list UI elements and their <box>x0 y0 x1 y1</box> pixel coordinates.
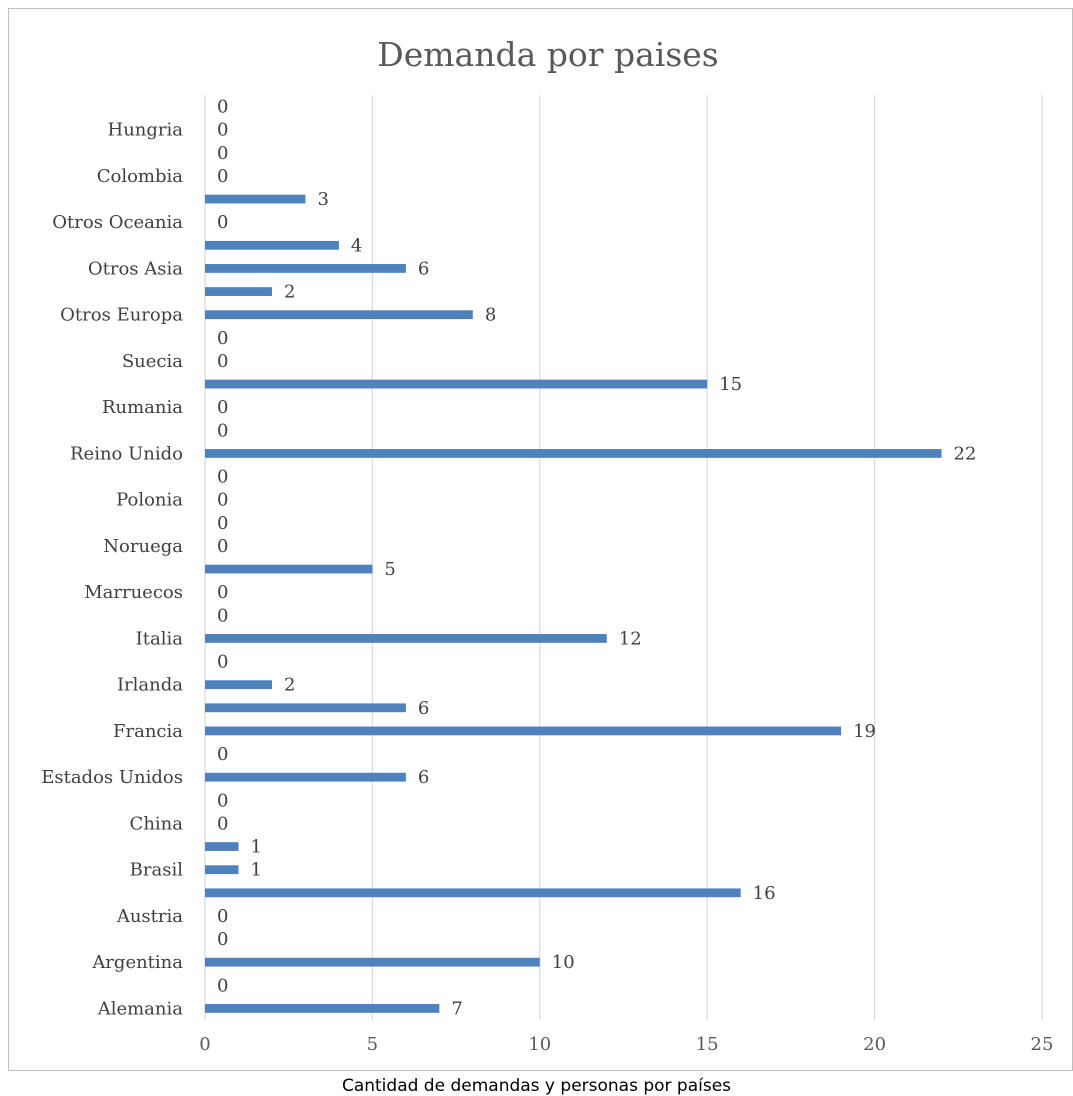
data-label: 0 <box>217 490 228 511</box>
x-tick-label: 5 <box>367 1034 378 1055</box>
data-label: 16 <box>753 883 776 904</box>
bar-chart: Demanda por paises 701000161100601962012… <box>41 35 1053 1055</box>
data-label: 0 <box>217 120 228 141</box>
data-label: 0 <box>217 467 228 488</box>
data-label: 0 <box>217 744 228 765</box>
category-label: Austria <box>116 906 183 927</box>
x-tick-label: 0 <box>199 1034 210 1055</box>
category-label: Argentina <box>91 952 183 973</box>
bar <box>205 287 272 296</box>
category-label: Marruecos <box>84 582 183 603</box>
bar <box>205 310 473 320</box>
category-label: Noruega <box>103 536 183 557</box>
x-tick-label: 10 <box>528 1034 551 1055</box>
x-tick-label: 15 <box>696 1034 719 1055</box>
category-label: Italia <box>136 628 184 649</box>
gridlines <box>204 95 1043 1020</box>
data-label: 8 <box>485 305 496 326</box>
category-label: Polonia <box>116 490 183 511</box>
data-label: 2 <box>284 282 295 303</box>
data-label: 1 <box>250 837 261 858</box>
data-label: 0 <box>217 582 228 603</box>
bar <box>205 772 406 782</box>
data-label: 7 <box>451 998 462 1019</box>
data-labels: 7010001611006019620120050000220015008264… <box>217 97 976 1020</box>
bar <box>205 379 708 389</box>
data-label: 12 <box>619 628 642 649</box>
category-label: Hungria <box>108 120 184 141</box>
bar <box>205 449 942 458</box>
data-label: 22 <box>954 443 977 464</box>
category-label: Reino Unido <box>70 443 183 464</box>
data-label: 0 <box>217 790 228 811</box>
category-label: Alemania <box>97 998 184 1019</box>
data-label: 0 <box>217 652 228 673</box>
data-label: 0 <box>217 143 228 164</box>
chart-title: Demanda por paises <box>377 35 719 74</box>
x-tick-label: 20 <box>863 1034 886 1055</box>
data-label: 0 <box>217 975 228 996</box>
data-label: 15 <box>719 374 742 395</box>
category-label: Suecia <box>122 351 183 372</box>
category-label: Otros Asia <box>88 258 183 279</box>
data-label: 0 <box>217 212 228 233</box>
data-label: 0 <box>217 328 228 349</box>
chart-caption: Cantidad de demandas y personas por país… <box>341 1076 732 1096</box>
data-label: 1 <box>250 860 261 881</box>
bars <box>205 194 942 1013</box>
data-label: 0 <box>217 97 228 118</box>
data-label: 0 <box>217 929 228 950</box>
bar <box>205 1004 440 1013</box>
category-label: Francia <box>113 721 183 742</box>
bar <box>205 240 339 250</box>
bar <box>205 634 607 643</box>
bar <box>205 726 842 736</box>
category-label: Brasil <box>130 860 184 881</box>
bar <box>205 194 306 204</box>
bar <box>205 865 239 875</box>
category-label: Estados Unidos <box>41 767 183 788</box>
data-label: 3 <box>317 189 328 210</box>
bar <box>205 680 272 690</box>
data-label: 0 <box>217 813 228 834</box>
data-label: 6 <box>418 767 429 788</box>
data-label: 6 <box>418 258 429 279</box>
data-label: 2 <box>284 675 295 696</box>
bar <box>205 957 540 967</box>
x-tick-label: 25 <box>1031 1034 1054 1055</box>
bar <box>205 564 373 574</box>
data-label: 0 <box>217 351 228 372</box>
bar <box>205 888 741 898</box>
bar <box>205 264 406 273</box>
category-label: Colombia <box>97 166 184 187</box>
data-label: 0 <box>217 513 228 534</box>
data-label: 6 <box>418 698 429 719</box>
data-label: 19 <box>853 721 876 742</box>
data-label: 0 <box>217 536 228 557</box>
category-label: Rumania <box>102 397 183 418</box>
category-labels: Alemania Argentina Austria Brasil China Estad… <box>41 120 183 1020</box>
data-label: 4 <box>351 235 362 256</box>
category-label: China <box>130 813 184 834</box>
data-label: 10 <box>552 952 575 973</box>
category-label: Otros Oceania <box>52 212 183 233</box>
bar <box>205 703 406 713</box>
category-label: Irlanda <box>117 675 183 696</box>
data-label: 0 <box>217 605 228 626</box>
data-label: 0 <box>217 166 228 187</box>
x-tick-labels: 0 5 10 15 20 25 <box>199 1034 1053 1055</box>
category-label: Otros Europa <box>60 305 183 326</box>
data-label: 5 <box>384 559 395 580</box>
data-label: 0 <box>217 397 228 418</box>
data-label: 0 <box>217 420 228 441</box>
data-label: 0 <box>217 906 228 927</box>
bar <box>205 842 239 851</box>
